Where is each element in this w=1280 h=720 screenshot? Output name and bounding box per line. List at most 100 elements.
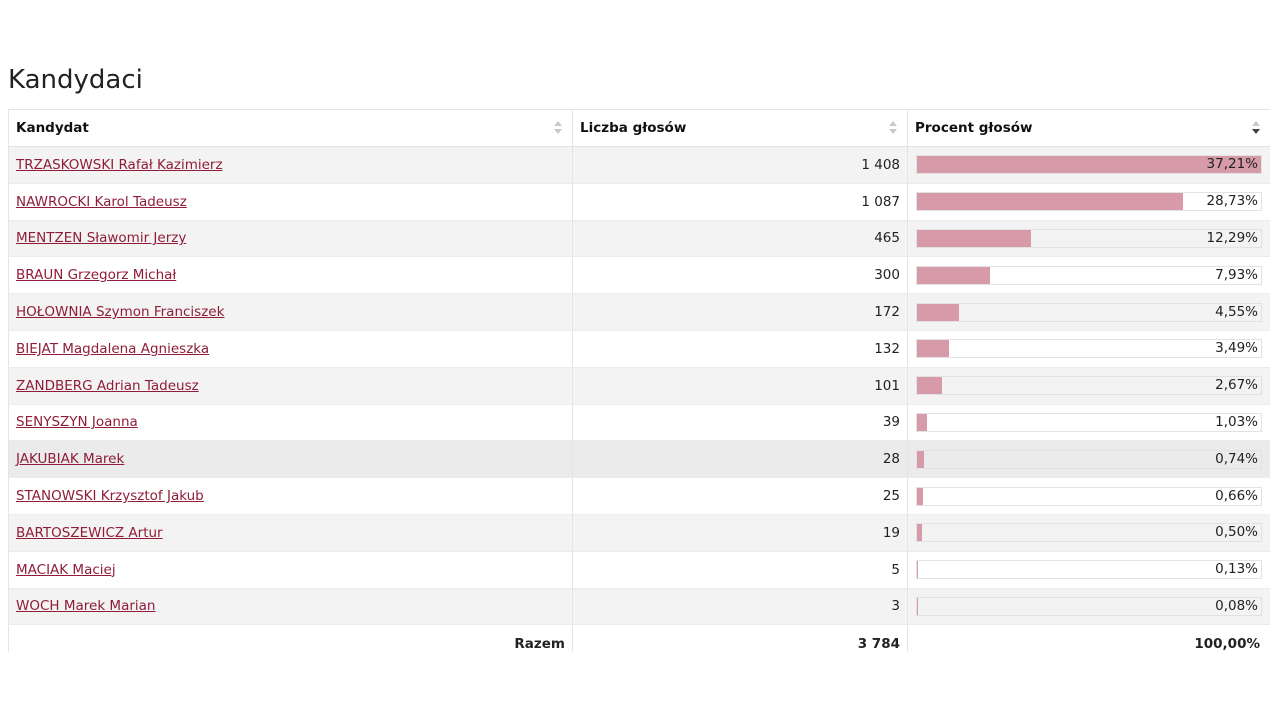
percent-bar: 4,55% [916,302,1262,322]
candidate-link[interactable]: MENTZEN Sławomir Jerzy [16,230,187,247]
candidate-cell: ZANDBERG Adrian Tadeusz [8,367,573,405]
footer-votes-total: 3 784 [572,624,908,652]
percent-bar: 28,73% [916,192,1262,212]
votes-cell: 5 [572,551,908,589]
sort-descending-icon[interactable] [1252,121,1260,136]
votes-cell: 465 [572,220,908,258]
header-candidate[interactable]: Kandydat [8,109,573,147]
candidate-link[interactable]: STANOWSKI Krzysztof Jakub [16,488,204,505]
percent-bar-fill [917,229,1031,247]
percent-bar: 0,13% [916,560,1262,580]
candidate-link[interactable]: JAKUBIAK Marek [16,451,125,468]
candidate-cell: BRAUN Grzegorz Michał [8,256,573,295]
table-body: TRZASKOWSKI Rafał Kazimierz 1 408 37,21% NA… [8,146,1270,626]
votes-cell: 25 [572,477,908,515]
percent-cell: 0,13% [907,551,1270,589]
candidate-link[interactable]: MACIAK Maciej [16,561,116,578]
percent-label: 0,66% [1215,487,1258,504]
header-percent-label: Procent głosów [915,120,1033,136]
percent-label: 4,55% [1215,303,1258,320]
percent-label: 0,13% [1215,561,1258,578]
votes-cell: 28 [572,440,908,479]
percent-cell: 12,29% [907,220,1270,258]
candidate-link[interactable]: HOŁOWNIA Szymon Franciszek [16,304,225,321]
candidate-link[interactable]: TRZASKOWSKI Rafał Kazimierz [16,156,223,173]
table-row: WOCH Marek Marian 3 0,08% [8,588,1270,626]
candidate-link[interactable]: BIEJAT Magdalena Agnieszka [16,340,210,357]
percent-bar-fill [917,303,960,321]
percent-cell: 0,66% [907,477,1270,515]
votes-cell: 300 [572,256,908,295]
percent-bar-fill [917,561,919,579]
percent-bar-fill [917,340,950,358]
table-row: MENTZEN Sławomir Jerzy 465 12,29% [8,220,1270,258]
candidate-link[interactable]: BARTOSZEWICZ Artur [16,524,163,541]
candidate-cell: NAWROCKI Karol Tadeusz [8,183,573,221]
votes-cell: 1 087 [572,183,908,221]
percent-bar-fill [917,193,1183,211]
table-header-row: Kandydat Liczba głosów Procent głosów [8,109,1270,147]
footer-percent-total: 100,00% [907,624,1270,652]
table-row: ZANDBERG Adrian Tadeusz 101 2,67% [8,367,1270,405]
header-votes[interactable]: Liczba głosów [572,109,908,147]
votes-cell: 172 [572,293,908,331]
percent-bar: 12,29% [916,228,1262,248]
percent-bar: 2,67% [916,376,1262,396]
percent-cell: 0,08% [907,588,1270,626]
table-row: MACIAK Maciej 5 0,13% [8,551,1270,589]
votes-cell: 132 [572,330,908,368]
table-row: BIEJAT Magdalena Agnieszka 132 3,49% [8,330,1270,368]
candidate-link[interactable]: SENYSZYN Joanna [16,414,138,431]
percent-bar: 7,93% [916,265,1262,285]
candidate-cell: TRZASKOWSKI Rafał Kazimierz [8,146,573,184]
percent-cell: 0,50% [907,514,1270,552]
candidate-cell: HOŁOWNIA Szymon Franciszek [8,293,573,331]
sort-both-icon[interactable] [889,121,897,136]
results-table-container: Kandydat Liczba głosów Procent głosów TR… [8,109,1270,652]
percent-bar: 0,08% [916,596,1262,616]
percent-bar: 37,21% [916,155,1262,175]
percent-label: 0,74% [1215,450,1258,467]
percent-bar-fill [917,450,924,468]
table-row: NAWROCKI Karol Tadeusz 1 087 28,73% [8,183,1270,221]
votes-cell: 1 408 [572,146,908,184]
table-row: STANOWSKI Krzysztof Jakub 25 0,66% [8,477,1270,515]
votes-cell: 3 [572,588,908,626]
percent-bar-fill [917,413,927,431]
candidate-link[interactable]: ZANDBERG Adrian Tadeusz [16,377,199,394]
percent-cell: 0,74% [907,440,1270,479]
candidate-cell: SENYSZYN Joanna [8,404,573,442]
percent-cell: 3,49% [907,330,1270,368]
percent-cell: 4,55% [907,293,1270,331]
candidate-cell: JAKUBIAK Marek [8,440,573,479]
candidate-cell: MENTZEN Sławomir Jerzy [8,220,573,258]
percent-cell: 7,93% [907,256,1270,295]
table-row: BARTOSZEWICZ Artur 19 0,50% [8,514,1270,552]
percent-bar-fill [917,266,991,284]
percent-bar-fill [917,487,924,505]
sort-both-icon[interactable] [554,121,562,136]
percent-cell: 28,73% [907,183,1270,221]
percent-bar: 0,74% [916,449,1262,469]
percent-label: 2,67% [1215,377,1258,394]
candidate-link[interactable]: BRAUN Grzegorz Michał [16,267,177,284]
footer-label: Razem [8,624,573,652]
percent-cell: 37,21% [907,146,1270,184]
header-percent[interactable]: Procent głosów [907,109,1270,147]
table-row: SENYSZYN Joanna 39 1,03% [8,404,1270,442]
percent-bar: 3,49% [916,339,1262,359]
percent-label: 0,50% [1215,524,1258,541]
header-candidate-label: Kandydat [16,120,89,136]
candidate-cell: BARTOSZEWICZ Artur [8,514,573,552]
table-row: HOŁOWNIA Szymon Franciszek 172 4,55% [8,293,1270,331]
header-votes-label: Liczba głosów [580,120,687,136]
percent-cell: 1,03% [907,404,1270,442]
percent-label: 28,73% [1206,193,1258,210]
percent-bar: 0,66% [916,486,1262,506]
candidate-cell: STANOWSKI Krzysztof Jakub [8,477,573,515]
percent-cell: 2,67% [907,367,1270,405]
results-table: Kandydat Liczba głosów Procent głosów TR… [8,109,1270,652]
votes-cell: 39 [572,404,908,442]
candidate-link[interactable]: WOCH Marek Marian [16,598,156,615]
candidate-link[interactable]: NAWROCKI Karol Tadeusz [16,193,187,210]
